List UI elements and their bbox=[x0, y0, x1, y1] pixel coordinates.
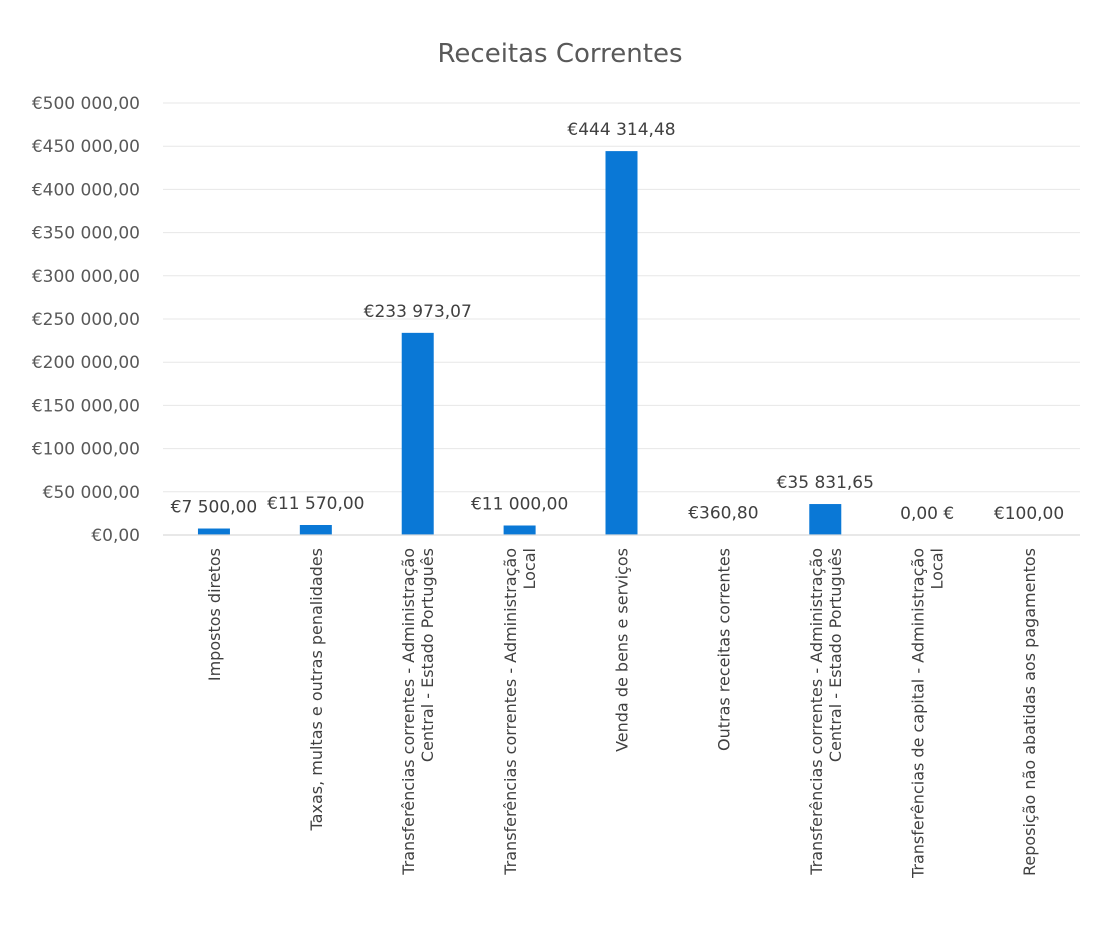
bars bbox=[197, 151, 1046, 535]
x-tick-label: Taxas, multas e outras penalidades bbox=[307, 548, 326, 831]
y-tick-label: €200 000,00 bbox=[32, 353, 140, 373]
x-tick-label-line: Transferências de capital - Administraçã… bbox=[909, 548, 928, 879]
data-label: €35 831,65 bbox=[777, 473, 874, 493]
y-tick-label: €450 000,00 bbox=[32, 137, 140, 157]
bar bbox=[401, 332, 434, 535]
x-tick-label: Transferências correntes - Administração… bbox=[399, 548, 437, 876]
y-tick-label: €0,00 bbox=[91, 526, 140, 546]
x-tick-label: Venda de bens e serviços bbox=[613, 548, 632, 752]
data-label: €360,80 bbox=[688, 504, 758, 524]
chart-title: Receitas Correntes bbox=[438, 39, 683, 69]
x-tick-label-line: Transferências correntes - Administração bbox=[501, 548, 520, 876]
data-label: €233 973,07 bbox=[364, 302, 472, 322]
bar bbox=[605, 151, 638, 535]
x-tick-label-line: Outras receitas correntes bbox=[714, 548, 733, 751]
x-tick-label-line: Local bbox=[520, 548, 539, 589]
y-tick-label: €300 000,00 bbox=[32, 267, 140, 287]
y-tick-label: €150 000,00 bbox=[32, 396, 140, 416]
x-tick-label-line: Venda de bens e serviços bbox=[613, 548, 632, 752]
y-tick-label: €350 000,00 bbox=[32, 224, 140, 244]
y-tick-label: €50 000,00 bbox=[43, 483, 140, 503]
bar bbox=[299, 525, 332, 535]
x-tick-label: Transferências correntes - Administração… bbox=[807, 548, 845, 876]
x-tick-label-line: Transferências correntes - Administração bbox=[807, 548, 826, 876]
data-label: €11 570,00 bbox=[267, 494, 364, 514]
y-tick-label: €100 000,00 bbox=[32, 440, 140, 460]
data-labels: €7 500,00 €11 570,00 €233 973,07 €11 000,00… bbox=[171, 120, 1065, 524]
x-tick-label-line: Impostos diretos bbox=[205, 548, 224, 681]
x-tick-label: Transferências de capital - Administraçã… bbox=[909, 548, 947, 879]
bar bbox=[197, 528, 230, 535]
x-tick-label: Impostos diretos bbox=[205, 548, 224, 681]
x-tick-label-line: Transferências correntes - Administração bbox=[399, 548, 418, 876]
x-tick-label-line: Taxas, multas e outras penalidades bbox=[307, 548, 326, 831]
x-tick-label-line: Central - Estado Português bbox=[418, 548, 437, 762]
x-tick-label-line: Reposição não abatidas aos pagamentos bbox=[1020, 548, 1039, 876]
x-tick-label: Transferências correntes - Administração… bbox=[501, 548, 539, 876]
y-tick-label: €250 000,00 bbox=[32, 310, 140, 330]
bar bbox=[503, 525, 536, 535]
data-label: €444 314,48 bbox=[567, 120, 675, 140]
y-tick-label: €400 000,00 bbox=[32, 180, 140, 200]
y-axis-ticks: €0,00 €50 000,00 €100 000,00 €150 000,00 €20… bbox=[32, 94, 140, 546]
x-tick-label: Reposição não abatidas aos pagamentos bbox=[1020, 548, 1039, 876]
y-tick-label: €500 000,00 bbox=[32, 94, 140, 114]
data-label: 0,00 € bbox=[900, 504, 954, 524]
x-tick-label-line: Local bbox=[928, 548, 947, 589]
data-label: €7 500,00 bbox=[171, 498, 258, 518]
x-tick-label-line: Central - Estado Português bbox=[826, 548, 845, 762]
x-tick-label: Outras receitas correntes bbox=[714, 548, 733, 751]
data-label: €100,00 bbox=[994, 504, 1064, 524]
bar bbox=[809, 504, 842, 535]
x-axis-ticks: Impostos diretos Taxas, multas e outras p… bbox=[205, 548, 1039, 879]
data-label: €11 000,00 bbox=[471, 494, 568, 514]
